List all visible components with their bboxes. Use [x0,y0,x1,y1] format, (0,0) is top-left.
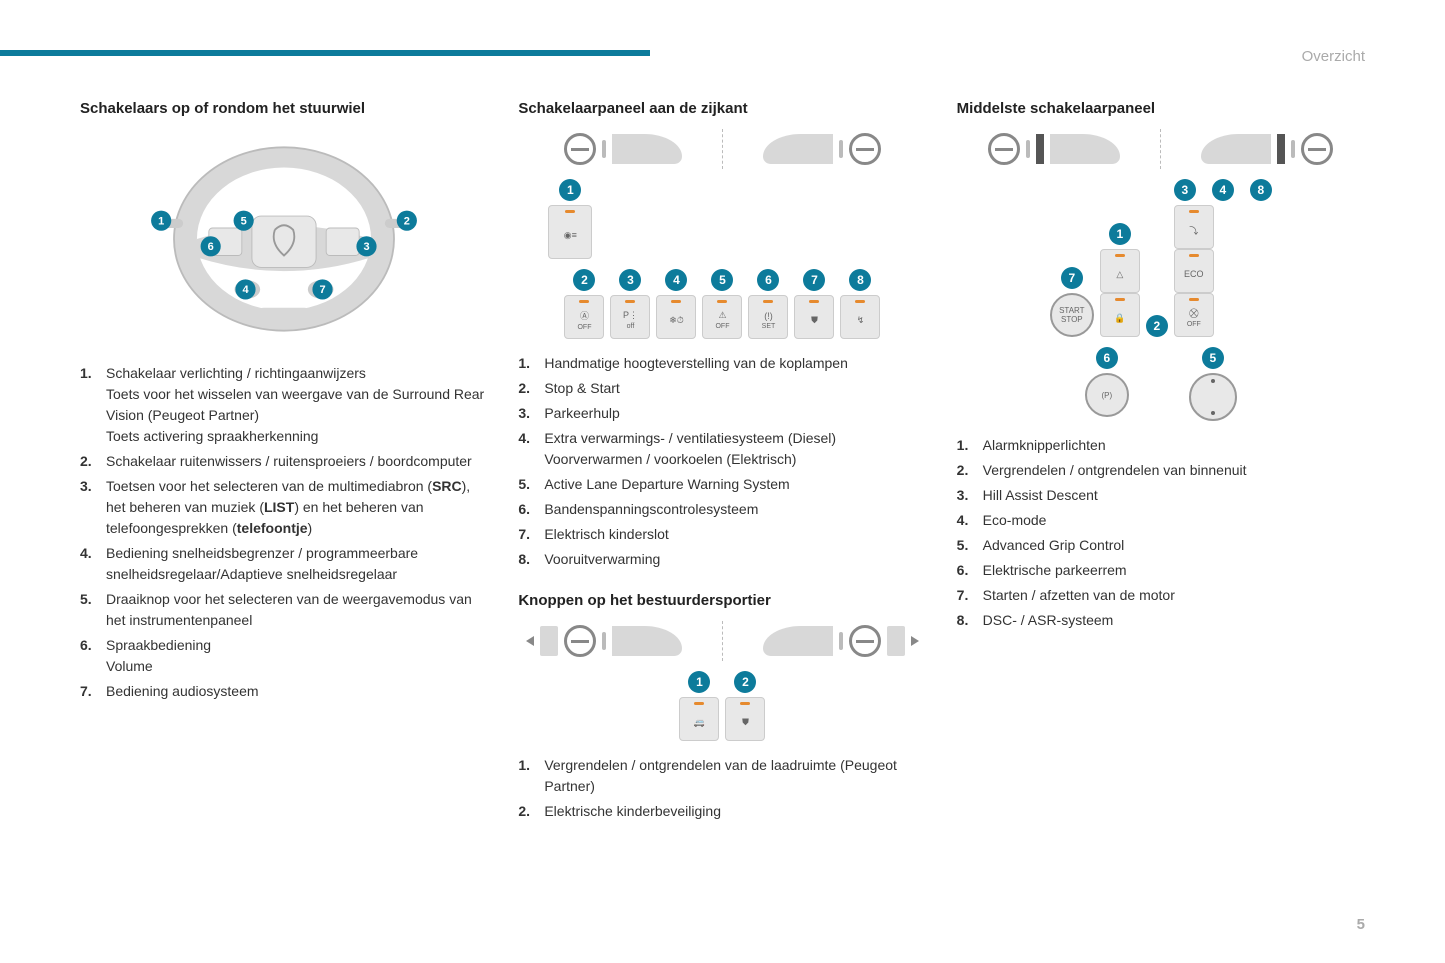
column-side-panels: Schakelaarpaneel aan de zijkant 1 ◉≡ 2 ⒶO… [518,100,926,844]
column-center-panel: Middelste schakelaarpaneel 7 START STOP 1 △… [957,100,1365,844]
list-item: Extra verwarmings- / ventilatiesysteem (… [518,428,926,470]
list-item: Vergrendelen / ontgrendelen van de laadr… [518,755,926,797]
list-item: Stop & Start [518,378,926,399]
badge-3: 3 [619,269,641,291]
hill-button: ⤵ [1174,205,1214,249]
childlock-button: ⛊ [794,295,834,339]
side-panel-diagram: 1 ◉≡ 2 ⒶOFF 3 P⋮off 4 ❄⏱ 5 ⚠OFF 6 (!)SET 7 ⛊ 8 ↯ [518,129,926,339]
list-item: Eco-mode [957,510,1365,531]
svg-text:4: 4 [243,284,250,296]
list-item: Bediening snelheidsbegrenzer / programme… [80,543,488,585]
badge-1: 1 [559,179,581,201]
svg-text:7: 7 [320,284,326,296]
badge-1: 1 [688,671,710,693]
heat-clock-button: ❄⏱ [656,295,696,339]
list-item: Parkeerhulp [518,403,926,424]
list-item: Advanced Grip Control [957,535,1365,556]
lane-button: ⚠OFF [702,295,742,339]
heading-door-buttons: Knoppen op het bestuurdersportier [518,592,926,609]
badge-7: 7 [1061,267,1083,289]
steering-wheel-diagram: 1 2 3 4 5 6 7 [80,129,488,349]
mini-wheel-icon [849,133,881,165]
list-item: Schakelaar verlichting / richtingaanwijz… [80,363,488,447]
van-lock-button: 🚐 [679,697,719,741]
defrost-button: ↯ [840,295,880,339]
list-item: Draaiknop voor het selecteren van de wee… [80,589,488,631]
accent-bar [0,50,650,56]
badge-8: 8 [849,269,871,291]
childlock-button: ⛊ [725,697,765,741]
list-item: DSC- / ASR-systeem [957,610,1365,631]
mini-wheel-icon [988,133,1020,165]
list-item: Alarmknipperlichten [957,435,1365,456]
badge-2: 2 [1146,315,1168,337]
tpms-button: (!)SET [748,295,788,339]
list-item: Toetsen voor het selecteren van de multi… [80,476,488,539]
page-columns: Schakelaars op of rondom het stuurwiel [80,100,1365,844]
badge-4: 4 [665,269,687,291]
list-item: Bediening audiosysteem [80,681,488,702]
list-item: Active Lane Departure Warning System [518,474,926,495]
list-item: Vooruitverwarming [518,549,926,570]
badge-6: 6 [757,269,779,291]
heading-center-panel: Middelste schakelaarpaneel [957,100,1365,117]
headlamp-level-switch: ◉≡ [548,205,592,259]
badge-7: 7 [803,269,825,291]
door-buttons-diagram: 1 🚐 2 ⛊ [518,621,926,741]
list-item: Elektrisch kinderslot [518,524,926,545]
list-item: Schakelaar ruitenwissers / ruitensproeie… [80,451,488,472]
svg-text:5: 5 [241,215,247,227]
start-stop-button: START STOP [1050,293,1094,337]
A-OFF-button: ⒶOFF [564,295,604,339]
badge-2: 2 [573,269,595,291]
lock-red-button: 🔒 [1100,293,1140,337]
badge-8: 8 [1250,179,1272,201]
list-door-buttons: Vergrendelen / ontgrendelen van de laadr… [518,755,926,822]
mini-wheel-icon [564,625,596,657]
mini-wheel-icon [1301,133,1333,165]
svg-text:3: 3 [364,241,370,253]
ECO-button: ECO [1174,249,1214,293]
list-item: Starten / afzetten van de motor [957,585,1365,606]
svg-text:1: 1 [158,215,164,227]
list-item: Elektrische kinderbeveiliging [518,801,926,822]
center-panel-diagram: 7 START STOP 1 △🔒 2 348 ⤵ECO⛒OFF 6 (P) 5 [957,129,1365,421]
column-steering: Schakelaars op of rondom het stuurwiel [80,100,488,844]
mini-wheel-icon [849,625,881,657]
badge-2: 2 [734,671,756,693]
list-side-panel: Handmatige hoogteverstelling van de kopl… [518,353,926,570]
list-item: Vergrendelen / ontgrendelen van binnenui… [957,460,1365,481]
list-steering: Schakelaar verlichting / richtingaanwijz… [80,363,488,702]
list-item: Hill Assist Descent [957,485,1365,506]
badge-3: 3 [1174,179,1196,201]
heading-steering: Schakelaars op of rondom het stuurwiel [80,100,488,117]
parking-brake-button: (P) [1085,373,1129,417]
badge-5: 5 [1202,347,1224,369]
heading-side-panel: Schakelaarpaneel aan de zijkant [518,100,926,117]
breadcrumb: Overzicht [1302,48,1365,65]
badge-1: 1 [1109,223,1131,245]
hazard-button: △ [1100,249,1140,293]
page-number: 5 [1357,916,1365,933]
svg-text:6: 6 [208,241,214,253]
list-item: Handmatige hoogteverstelling van de kopl… [518,353,926,374]
list-item: Elektrische parkeerrem [957,560,1365,581]
mini-wheel-icon [564,133,596,165]
steering-wheel-svg: 1 2 3 4 5 6 7 [144,129,424,349]
P-OFF-button: P⋮off [610,295,650,339]
badge-6: 6 [1096,347,1118,369]
badge-5: 5 [711,269,733,291]
list-center-panel: Alarmknipperlichten Vergrendelen / ontgre… [957,435,1365,631]
esp-button: ⛒OFF [1174,293,1214,337]
list-item: SpraakbedieningVolume [80,635,488,677]
svg-text:2: 2 [404,215,410,227]
grip-control-dial [1189,373,1237,421]
badge-4: 4 [1212,179,1234,201]
list-item: Bandenspanningscontrolesysteem [518,499,926,520]
